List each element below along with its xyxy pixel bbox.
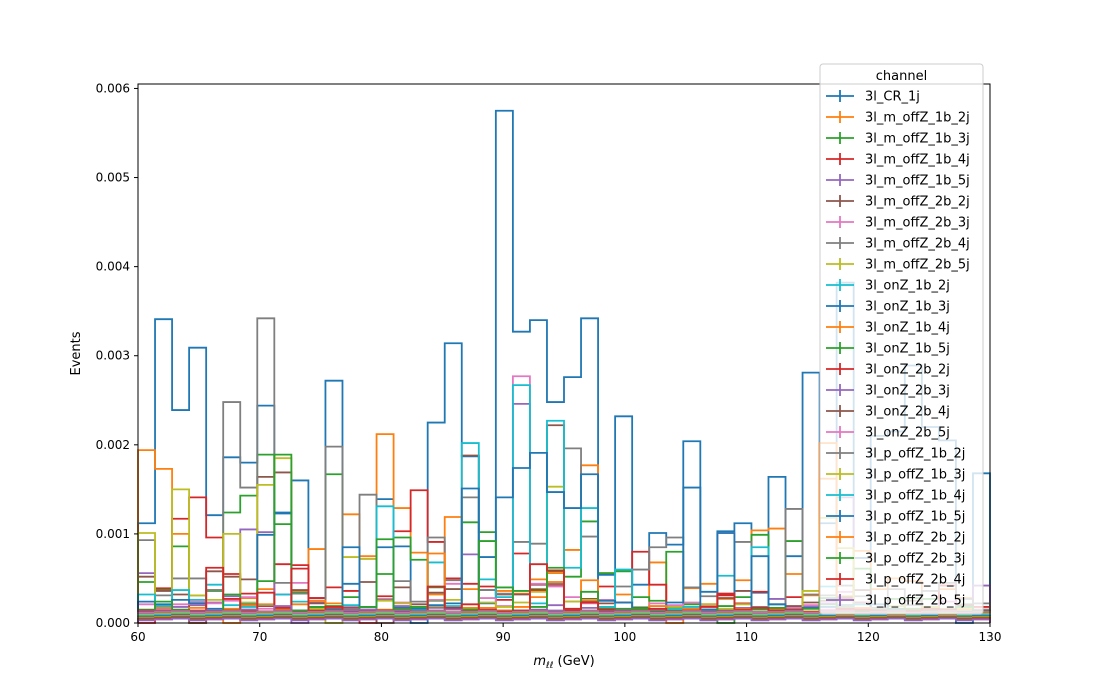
legend-label: 3l_onZ_1b_2j <box>865 279 950 294</box>
legend-item: 3l_onZ_2b_4j <box>826 405 950 420</box>
legend-label: 3l_p_offZ_2b_2j <box>865 531 965 546</box>
y-axis: 0.000 0.001 0.002 0.003 0.004 0.005 0.006 <box>96 81 138 630</box>
legend-item: 3l_m_offZ_2b_2j <box>826 195 970 210</box>
plot-frame <box>137 83 991 624</box>
x-tick-label: 100 <box>613 630 636 644</box>
x-tick-label: 130 <box>979 630 1002 644</box>
x-tick-label: 120 <box>857 630 880 644</box>
legend-label: 3l_p_offZ_2b_3j <box>865 552 965 567</box>
x-axis-label: mℓℓ (GeV) <box>533 654 594 671</box>
legend-item: 3l_p_offZ_1b_4j <box>826 489 965 504</box>
legend-label: 3l_m_offZ_2b_2j <box>865 195 970 210</box>
legend-item: 3l_onZ_1b_4j <box>826 321 950 336</box>
legend-item: 3l_m_offZ_1b_4j <box>826 153 970 168</box>
legend-item: 3l_p_offZ_2b_4j <box>826 573 965 588</box>
legend-label: 3l_p_offZ_1b_4j <box>865 489 965 504</box>
legend-item: 3l_CR_1j <box>826 90 920 105</box>
legend-item: 3l_m_offZ_1b_2j <box>826 111 970 126</box>
legend-item: 3l_onZ_2b_3j <box>826 384 950 399</box>
legend-label: 3l_onZ_2b_4j <box>865 405 950 420</box>
legend-label: 3l_onZ_1b_3j <box>865 300 950 315</box>
legend-label: 3l_m_offZ_1b_2j <box>865 111 970 126</box>
legend-item: 3l_p_offZ_2b_2j <box>826 531 965 546</box>
legend-title: channel <box>876 69 927 84</box>
x-tick-label: 60 <box>130 630 145 644</box>
y-axis-label: Events <box>69 331 84 375</box>
legend-item: 3l_p_offZ_1b_3j <box>826 468 965 483</box>
legend-item: 3l_p_offZ_2b_3j <box>826 552 965 567</box>
legend-item: 3l_p_offZ_1b_5j <box>826 510 965 525</box>
legend-label: 3l_m_offZ_2b_3j <box>865 216 970 231</box>
legend-label: 3l_onZ_1b_4j <box>865 321 950 336</box>
legend-label: 3l_onZ_2b_2j <box>865 363 950 378</box>
legend-item: 3l_p_offZ_2b_5j <box>826 594 965 609</box>
legend-item: 3l_m_offZ_2b_3j <box>826 216 970 231</box>
y-tick-label: 0.001 <box>96 527 130 541</box>
legend-item: 3l_onZ_1b_3j <box>826 300 950 315</box>
legend-item: 3l_onZ_1b_2j <box>826 279 950 294</box>
y-tick-label: 0.005 <box>96 171 130 185</box>
legend: channel 3l_CR_1j 3l_m_offZ_1b_2j 3l_m_offZ… <box>819 63 984 615</box>
series-line-3l_p_offZ_2b_5j <box>137 617 991 623</box>
legend-label: 3l_m_offZ_2b_4j <box>865 237 970 252</box>
legend-item: 3l_m_offZ_1b_5j <box>826 174 970 189</box>
y-tick-label: 0.006 <box>96 81 130 95</box>
legend-label: 3l_CR_1j <box>865 90 920 105</box>
legend-label: 3l_p_offZ_1b_3j <box>865 468 965 483</box>
x-tick-label: 70 <box>252 630 267 644</box>
legend-item: 3l_onZ_2b_5j <box>826 426 950 441</box>
legend-label: 3l_p_offZ_1b_2j <box>865 447 965 462</box>
legend-box <box>819 63 984 615</box>
legend-item: 3l_m_offZ_2b_4j <box>826 237 970 252</box>
legend-item: 3l_m_offZ_1b_3j <box>826 132 970 147</box>
y-tick-label: 0.000 <box>96 616 130 630</box>
legend-item: 3l_onZ_1b_5j <box>826 342 950 357</box>
x-tick-label: 80 <box>374 630 389 644</box>
legend-label: 3l_p_offZ_2b_5j <box>865 594 965 609</box>
x-tick-label: 110 <box>735 630 758 644</box>
legend-label: 3l_m_offZ_1b_3j <box>865 132 970 147</box>
x-axis: 60 70 80 90 100 110 120 130 <box>130 623 1001 644</box>
legend-label: 3l_p_offZ_2b_4j <box>865 573 965 588</box>
legend-item: 3l_onZ_2b_2j <box>826 363 950 378</box>
legend-label: 3l_m_offZ_1b_5j <box>865 174 970 189</box>
y-tick-label: 0.003 <box>96 349 130 363</box>
y-tick-label: 0.004 <box>96 260 130 274</box>
legend-items: 3l_CR_1j 3l_m_offZ_1b_2j 3l_m_offZ_1b_3j 3l… <box>826 90 970 609</box>
legend-label: 3l_onZ_2b_5j <box>865 426 950 441</box>
y-tick-label: 0.002 <box>96 438 130 452</box>
legend-item: 3l_p_offZ_1b_2j <box>826 447 965 462</box>
legend-label: 3l_onZ_2b_3j <box>865 384 950 399</box>
x-tick-label: 90 <box>496 630 511 644</box>
legend-label: 3l_p_offZ_1b_5j <box>865 510 965 525</box>
legend-label: 3l_m_offZ_1b_4j <box>865 153 970 168</box>
legend-label: 3l_m_offZ_2b_5j <box>865 258 970 273</box>
legend-label: 3l_onZ_1b_5j <box>865 342 950 357</box>
legend-item: 3l_m_offZ_2b_5j <box>826 258 970 273</box>
